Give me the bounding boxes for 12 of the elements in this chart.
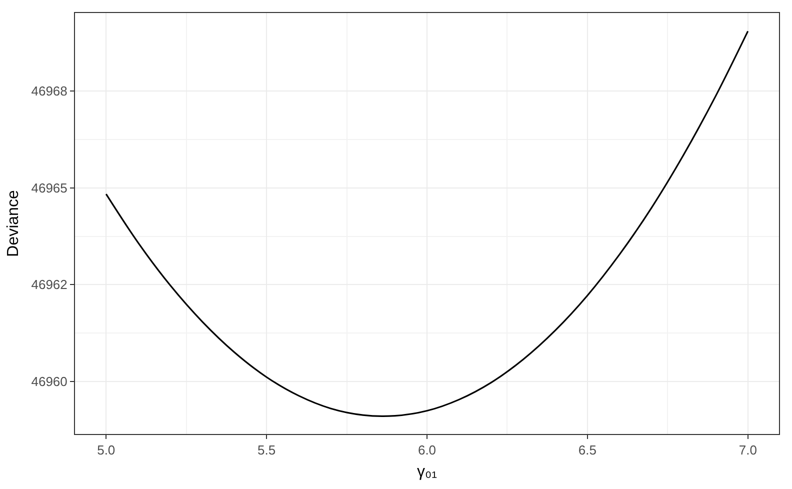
x-axis-title: γ₀₁ — [416, 463, 438, 480]
x-tick-label: 7.0 — [738, 442, 757, 458]
line-series — [105, 30, 749, 417]
y-tick-label: 46968 — [31, 84, 68, 99]
x-tick-label: 6.0 — [418, 442, 436, 458]
y-tick-label: 46965 — [31, 180, 68, 196]
y-tick-label: 46960 — [31, 374, 68, 389]
x-tick-label: 5.5 — [258, 442, 276, 458]
y-tick-label: 46962 — [31, 277, 68, 292]
x-tick-label: 5.0 — [97, 442, 116, 458]
y-axis-title: Deviance — [5, 190, 22, 257]
x-tick-label: 6.5 — [578, 442, 596, 458]
